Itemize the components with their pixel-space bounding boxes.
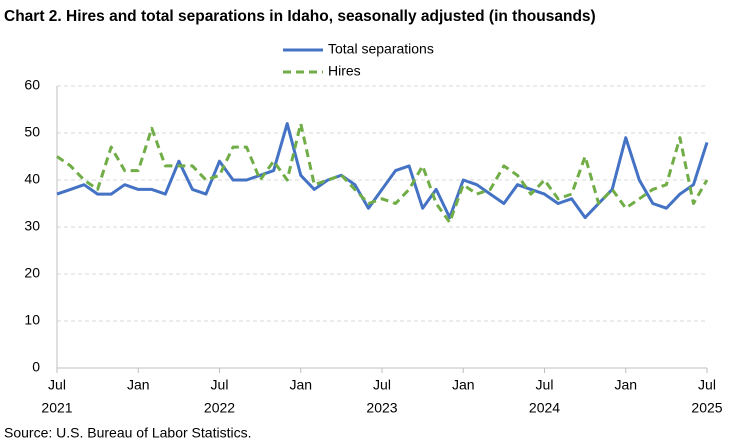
x-tick-label: Jul [698,377,716,393]
x-tick-label: Jan [614,377,637,393]
y-tick-label: 30 [24,218,40,234]
legend-label: Total separations [328,41,434,57]
x-year-label: 2024 [529,400,560,416]
x-tick-label: Jan [127,377,150,393]
y-tick-label: 10 [24,312,40,328]
x-tick-label: Jan [289,377,312,393]
y-tick-label: 0 [32,359,40,375]
x-year-label: 2023 [366,400,397,416]
source-note: Source: U.S. Bureau of Labor Statistics. [4,425,251,441]
chart-title: Chart 2. Hires and total separations in … [4,8,596,25]
x-tick-label: Jul [211,377,229,393]
y-tick-label: 40 [24,171,40,187]
x-tick-label: Jul [48,377,66,393]
series-line [56,122,709,224]
y-tick-label: 20 [24,265,40,281]
x-year-label: 2022 [204,400,235,416]
legend-label: Hires [328,63,361,79]
x-year-label: 2025 [691,400,722,416]
series-line [56,122,709,220]
y-tick-label: 60 [24,77,40,93]
y-tick-label: 50 [24,124,40,140]
x-tick-label: Jan [452,377,475,393]
x-tick-label: Jul [536,377,554,393]
x-tick-label: Jul [373,377,391,393]
x-year-label: 2021 [41,400,72,416]
